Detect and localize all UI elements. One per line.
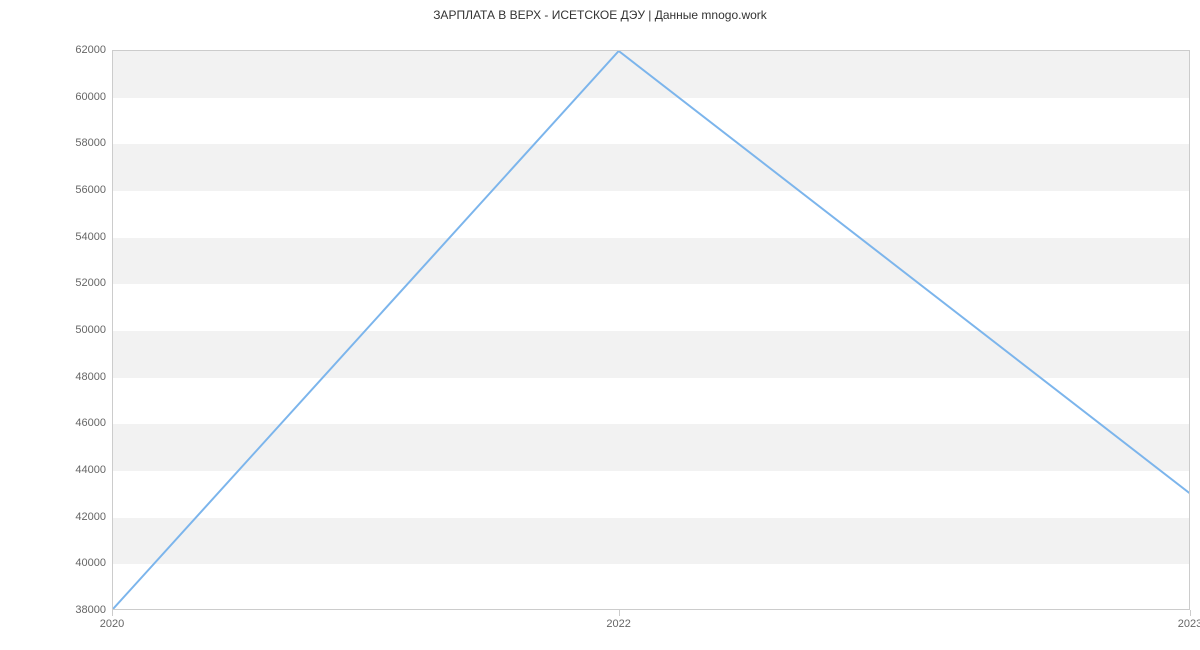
chart-container: ЗАРПЛАТА В ВЕРХ - ИСЕТСКОЕ ДЭУ | Данные …	[0, 0, 1200, 650]
x-tick-mark	[619, 610, 620, 616]
y-tick-label: 58000	[46, 137, 106, 149]
chart-title: ЗАРПЛАТА В ВЕРХ - ИСЕТСКОЕ ДЭУ | Данные …	[0, 8, 1200, 22]
series-line	[113, 51, 1189, 609]
x-tick-mark	[112, 610, 113, 616]
x-tick-mark	[1190, 610, 1191, 616]
y-tick-label: 40000	[46, 557, 106, 569]
y-tick-label: 62000	[46, 44, 106, 56]
y-tick-label: 52000	[46, 277, 106, 289]
x-tick-label: 2020	[100, 618, 124, 630]
y-tick-label: 60000	[46, 91, 106, 103]
y-tick-label: 48000	[46, 371, 106, 383]
plot-area	[112, 50, 1190, 610]
y-tick-label: 44000	[46, 464, 106, 476]
y-tick-label: 50000	[46, 324, 106, 336]
y-tick-label: 42000	[46, 511, 106, 523]
y-tick-label: 38000	[46, 604, 106, 616]
y-tick-label: 56000	[46, 184, 106, 196]
x-tick-label: 2023	[1178, 618, 1200, 630]
x-tick-label: 2022	[606, 618, 630, 630]
y-tick-label: 46000	[46, 417, 106, 429]
y-tick-label: 54000	[46, 231, 106, 243]
